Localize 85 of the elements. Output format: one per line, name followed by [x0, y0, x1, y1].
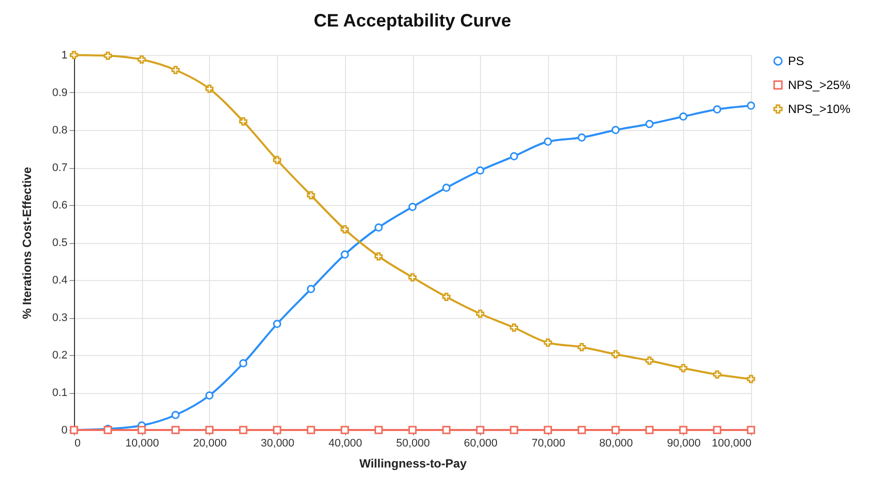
- point: [171, 66, 180, 74]
- point: [374, 223, 383, 232]
- chart-title: CE Acceptability Curve: [314, 10, 512, 31]
- point: [239, 359, 248, 368]
- y-tick-label: 1: [61, 50, 68, 62]
- point: [645, 120, 654, 128]
- point: [578, 133, 586, 142]
- x-tick-label: 70,000: [532, 438, 566, 450]
- point: [306, 191, 316, 200]
- y-tick-label: 0.5: [52, 237, 68, 249]
- y-tick-label: 0.4: [52, 274, 68, 286]
- x-tick-label: 20,000: [193, 438, 227, 450]
- x-tick-label: 40,000: [328, 438, 362, 450]
- point: [544, 426, 552, 434]
- y-tick-label: 0.8: [52, 124, 68, 136]
- point: [239, 117, 248, 126]
- point: [408, 273, 417, 282]
- point: [645, 426, 654, 434]
- point: [645, 356, 654, 365]
- point: [408, 426, 417, 434]
- y-tick-label: 0.9: [52, 87, 68, 99]
- point: [611, 426, 620, 434]
- point: [239, 426, 248, 434]
- y-tick-label: 0.7: [52, 162, 68, 174]
- point: [476, 426, 484, 434]
- point: [713, 370, 722, 379]
- point: [442, 184, 450, 192]
- x-tick-label: 60,000: [464, 438, 498, 450]
- point: [544, 338, 552, 347]
- point: [679, 426, 688, 434]
- point: [171, 426, 180, 434]
- y-tick-label: 0.1: [52, 387, 68, 399]
- point: [713, 426, 722, 434]
- x-tick-label: 80,000: [599, 438, 633, 450]
- x-tick-label: 0: [74, 438, 81, 450]
- point: [611, 350, 620, 358]
- point: [408, 202, 417, 211]
- point: [578, 426, 586, 434]
- x-axis-title: Willingness-to-Pay: [359, 456, 467, 470]
- point: [510, 426, 518, 434]
- y-tick-label: 0.3: [52, 312, 68, 324]
- y-tick-label: 0: [61, 424, 68, 436]
- point: [476, 166, 484, 175]
- point: [713, 105, 722, 114]
- point: [746, 102, 756, 110]
- point: [340, 225, 349, 234]
- point: [442, 426, 450, 434]
- point: [746, 426, 756, 434]
- point: [306, 284, 316, 294]
- legend-label: NPS_>25%: [788, 78, 851, 92]
- point: [510, 152, 518, 160]
- x-tick-label: 30,000: [260, 438, 294, 450]
- point: [340, 426, 349, 434]
- y-axis-title: % Iterations Cost-Effective: [20, 166, 34, 320]
- point: [476, 310, 484, 318]
- x-tick-label: 100,000: [712, 438, 752, 450]
- legend-label: NPS_>10%: [788, 102, 851, 116]
- point: [746, 374, 756, 384]
- x-tick-label: 90,000: [666, 438, 701, 450]
- point: [272, 320, 282, 328]
- point: [578, 343, 586, 352]
- x-tick-label: 10,000: [125, 438, 160, 450]
- point: [138, 426, 146, 434]
- point: [205, 84, 214, 93]
- point: [104, 52, 112, 60]
- point: [306, 426, 316, 434]
- point: [138, 55, 146, 64]
- point: [374, 426, 383, 434]
- point: [272, 426, 282, 434]
- point: [340, 250, 349, 259]
- point: [679, 112, 688, 121]
- y-tick-label: 0.6: [52, 200, 68, 212]
- point: [272, 156, 282, 164]
- point: [442, 292, 450, 301]
- point: [544, 138, 552, 146]
- point: [171, 410, 180, 420]
- legend-label: PS: [788, 54, 804, 68]
- y-tick-label: 0.2: [52, 350, 68, 362]
- point: [374, 252, 383, 260]
- point: [510, 324, 518, 332]
- point: [205, 391, 214, 400]
- point: [205, 426, 214, 434]
- point: [611, 126, 620, 134]
- x-tick-label: 50,000: [396, 438, 430, 450]
- point: [679, 364, 688, 372]
